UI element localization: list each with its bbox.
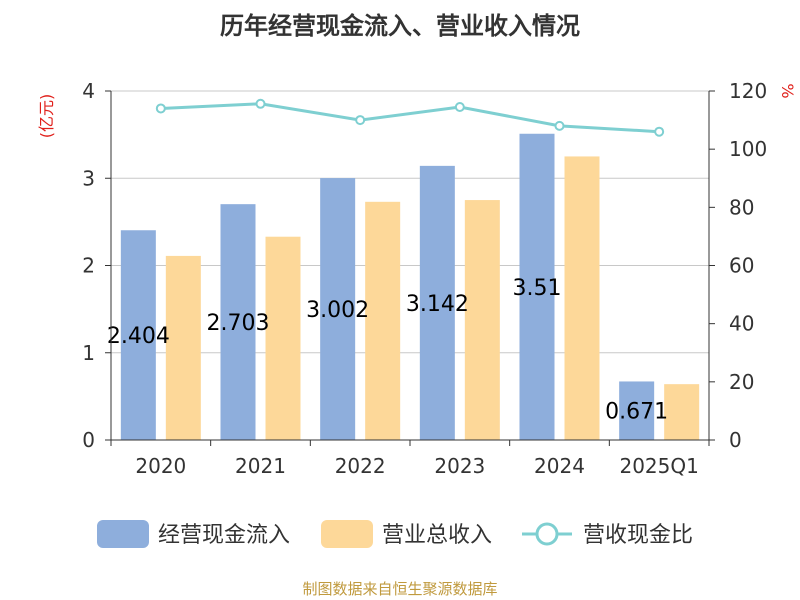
- bar-revenue: [664, 384, 700, 440]
- bar-revenue: [165, 255, 201, 440]
- x-tick-label: 2024: [534, 454, 585, 478]
- bar-cash-inflow: [619, 381, 655, 440]
- bar-revenue: [464, 200, 500, 440]
- ratio-point: [554, 120, 565, 131]
- legend-label-cash-inflow: 经营现金流入: [158, 523, 290, 548]
- grid: [111, 90, 709, 354]
- y-right-tick-label: 60: [729, 254, 754, 278]
- bar-cash-inflow: [320, 178, 356, 440]
- ratio-point: [654, 126, 665, 137]
- chart-title: 历年经营现金流入、营业收入情况: [220, 12, 580, 40]
- data-label: 3.142: [406, 292, 469, 317]
- ratio-line: [155, 98, 665, 137]
- y-right-tick-label: 120: [729, 79, 767, 103]
- ratio-line-path: [160, 102, 660, 134]
- data-label: 3.51: [513, 276, 562, 301]
- y-right-tick-label: 80: [729, 195, 754, 219]
- x-tick-label: 2020: [135, 454, 186, 478]
- x-tick-label: 2023: [434, 454, 485, 478]
- legend-swatch-revenue: [321, 520, 373, 548]
- y-left-unit: (亿元): [37, 94, 56, 139]
- source-note: 制图数据来自恒生聚源数据库: [302, 580, 497, 598]
- ratio-point: [454, 101, 465, 112]
- y-left-tick-label: 2: [82, 254, 95, 278]
- legend-swatch-cash-inflow: [97, 520, 149, 548]
- bar-revenue: [365, 201, 401, 440]
- ratio-point: [155, 103, 166, 114]
- y-left-tick-label: 3: [82, 166, 95, 190]
- data-label: 3.002: [306, 298, 369, 323]
- ratio-point: [255, 98, 266, 109]
- y-left-tick-label: 0: [82, 428, 95, 452]
- bar-cash-inflow: [120, 230, 156, 440]
- y-right-tick-label: 40: [729, 312, 754, 336]
- x-tick-label: 2021: [235, 454, 286, 478]
- x-tick-label: 2022: [335, 454, 386, 478]
- legend: 经营现金流入 营业总收入 营收现金比: [97, 520, 693, 548]
- y-right-unit: %: [778, 83, 797, 98]
- bar-cash-inflow: [220, 204, 256, 440]
- legend-label-revenue: 营业总收入: [382, 523, 492, 548]
- y-right-tick-label: 100: [729, 137, 767, 161]
- bar-cash-inflow: [519, 133, 555, 440]
- data-label: 2.404: [107, 324, 170, 349]
- data-label: 0.671: [605, 400, 668, 425]
- data-label: 2.703: [207, 311, 270, 336]
- bar-revenue: [564, 156, 600, 440]
- y-right-tick-label: 0: [729, 428, 742, 452]
- y-left-tick-label: 1: [82, 341, 95, 365]
- bars: [120, 133, 700, 440]
- x-tick-label: 2025Q1: [619, 454, 698, 478]
- legend-label-ratio: 营收现金比: [583, 523, 693, 548]
- ratio-point: [355, 115, 366, 126]
- y-left-tick-label: 4: [82, 79, 95, 103]
- data-labels: 2.404 2.703 3.002 3.142 3.51 0.671: [107, 276, 668, 425]
- y-right-tick-label: 20: [729, 370, 754, 394]
- bar-revenue: [265, 236, 301, 440]
- bar-cash-inflow: [419, 165, 455, 440]
- legend-swatch-ratio-marker: [535, 522, 559, 546]
